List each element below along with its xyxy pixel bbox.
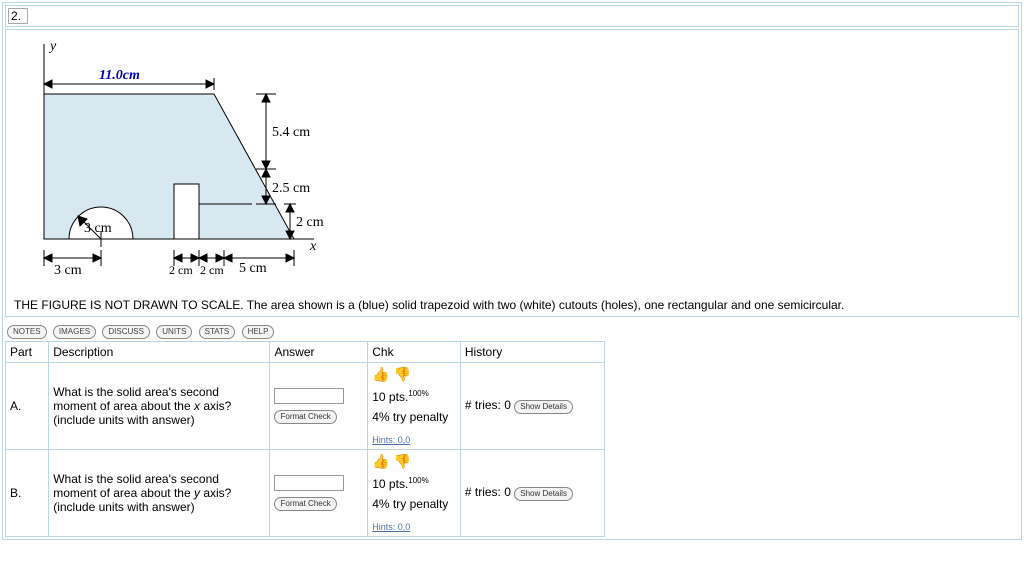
hints-link[interactable]: Hints: 0,0 <box>372 435 410 445</box>
tab-units[interactable]: UNITS <box>156 325 192 339</box>
dim-right-mid: 2.5 cm <box>272 181 310 196</box>
part-a-description: What is the solid area's second moment o… <box>53 385 231 427</box>
points-pct: 100% <box>408 389 428 398</box>
dim-slope-base: 5 cm <box>239 261 267 276</box>
dim-semi-r: 3 cm <box>84 221 112 236</box>
figure-note: THE FIGURE IS NOT DRAWN TO SCALE. The ar… <box>14 298 1010 312</box>
answer-input-b[interactable] <box>274 475 344 491</box>
col-chk: Chk <box>368 342 461 363</box>
dim-left-gap: 3 cm <box>54 263 82 278</box>
penalty-label: 4% try penalty <box>372 410 456 424</box>
penalty-label: 4% try penalty <box>372 497 456 511</box>
format-check-button[interactable]: Format Check <box>274 497 336 511</box>
show-details-button[interactable]: Show Details <box>514 487 573 501</box>
part-b-letter: B. <box>6 450 49 537</box>
dim-right-lower: 2 cm <box>296 215 324 230</box>
y-axis-label: y <box>48 39 57 54</box>
tries-label: # tries: 0 <box>465 398 511 412</box>
col-desc: Description <box>49 342 270 363</box>
answer-input-a[interactable] <box>274 388 344 404</box>
points-label: 10 pts. <box>372 477 408 491</box>
col-answer: Answer <box>270 342 368 363</box>
thumbs-up-icon[interactable]: 👍 <box>372 366 389 382</box>
thumbs-up-icon[interactable]: 👍 <box>372 453 389 469</box>
part-b-description: What is the solid area's second moment o… <box>53 472 231 514</box>
hints-link[interactable]: Hints: 0,0 <box>372 522 410 532</box>
tab-help[interactable]: HELP <box>242 325 275 339</box>
tabs-bar: NOTES IMAGES DISCUSS UNITS STATS HELP <box>7 323 1019 339</box>
table-row: B. What is the solid area's second momen… <box>6 450 605 537</box>
figure-svg: y x 11.0cm 5.4 cm 2.5 cm <box>14 34 374 294</box>
parts-table: Part Description Answer Chk History A. W… <box>5 341 605 537</box>
col-history: History <box>460 342 604 363</box>
table-row: A. What is the solid area's second momen… <box>6 363 605 450</box>
dim-top-width: 11.0cm <box>99 68 140 83</box>
points-label: 10 pts. <box>372 390 408 404</box>
tab-discuss[interactable]: DISCUSS <box>102 325 150 339</box>
dim-cut-gap: 2 cm <box>200 263 224 277</box>
tab-images[interactable]: IMAGES <box>53 325 96 339</box>
col-part: Part <box>6 342 49 363</box>
show-details-button[interactable]: Show Details <box>514 400 573 414</box>
tries-label: # tries: 0 <box>465 485 511 499</box>
figure-container: y x 11.0cm 5.4 cm 2.5 cm <box>5 29 1019 317</box>
tab-stats[interactable]: STATS <box>199 325 236 339</box>
x-axis-label: x <box>309 239 317 254</box>
thumbs-down-icon[interactable]: 👎 <box>394 453 411 469</box>
tab-notes[interactable]: NOTES <box>7 325 47 339</box>
thumbs-down-icon[interactable]: 👎 <box>394 366 411 382</box>
dim-right-upper: 5.4 cm <box>272 125 310 140</box>
format-check-button[interactable]: Format Check <box>274 410 336 424</box>
part-a-letter: A. <box>6 363 49 450</box>
dim-cut-w: 2 cm <box>169 263 193 277</box>
points-pct: 100% <box>408 476 428 485</box>
question-number: 2. <box>8 8 28 24</box>
